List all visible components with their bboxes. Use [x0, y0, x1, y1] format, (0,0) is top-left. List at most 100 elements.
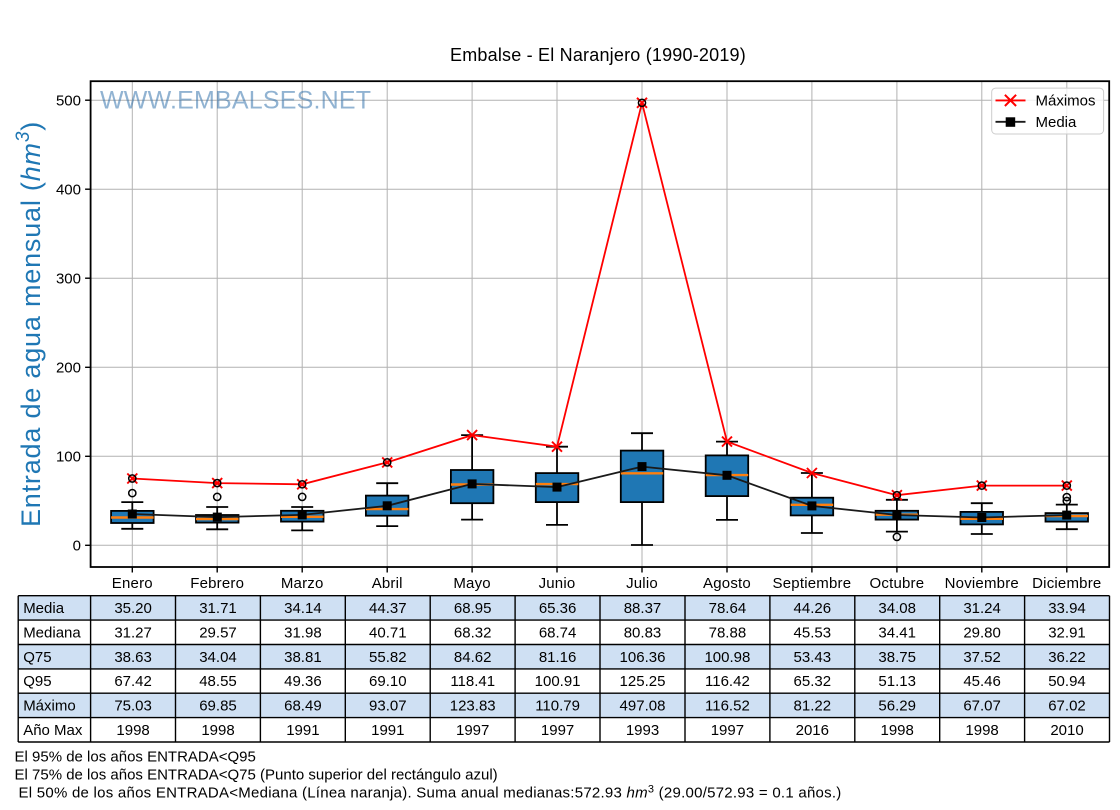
svg-text:2010: 2010 [1050, 722, 1083, 739]
svg-text:34.04: 34.04 [199, 649, 237, 666]
svg-text:Máximo: Máximo [23, 698, 76, 715]
svg-text:500: 500 [56, 93, 81, 110]
svg-text:116.52: 116.52 [705, 698, 750, 715]
svg-text:1998: 1998 [116, 722, 149, 739]
svg-text:Entrada de agua mensual (hm3): Entrada de agua mensual (hm3) [13, 121, 46, 527]
svg-text:Diciembre: Diciembre [1032, 575, 1101, 592]
svg-text:44.37: 44.37 [369, 600, 407, 617]
svg-text:1991: 1991 [286, 722, 319, 739]
svg-text:51.13: 51.13 [878, 673, 916, 690]
svg-text:300: 300 [56, 271, 81, 288]
svg-text:118.41: 118.41 [450, 673, 495, 690]
svg-text:34.08: 34.08 [878, 600, 916, 617]
svg-text:1997: 1997 [711, 722, 744, 739]
svg-text:110.79: 110.79 [535, 698, 580, 715]
svg-text:Q75: Q75 [23, 649, 51, 666]
svg-text:68.74: 68.74 [539, 625, 577, 642]
svg-text:123.83: 123.83 [450, 698, 496, 715]
svg-text:1991: 1991 [371, 722, 404, 739]
svg-text:Febrero: Febrero [190, 575, 244, 592]
svg-text:Septiembre: Septiembre [773, 575, 852, 592]
svg-text:31.24: 31.24 [963, 600, 1001, 617]
svg-text:Mediana: Mediana [23, 625, 81, 642]
svg-text:38.81: 38.81 [284, 649, 322, 666]
svg-text:1998: 1998 [881, 722, 914, 739]
svg-text:78.88: 78.88 [709, 625, 747, 642]
svg-text:Junio: Junio [539, 575, 576, 592]
svg-text:106.36: 106.36 [620, 649, 666, 666]
svg-text:56.29: 56.29 [878, 698, 916, 715]
svg-text:Q95: Q95 [23, 673, 51, 690]
svg-text:Máximos: Máximos [1036, 93, 1096, 110]
svg-text:31.98: 31.98 [284, 625, 322, 642]
svg-text:Mayo: Mayo [453, 575, 490, 592]
svg-text:497.08: 497.08 [620, 698, 666, 715]
svg-text:100.98: 100.98 [704, 649, 750, 666]
svg-text:68.95: 68.95 [454, 600, 492, 617]
svg-text:Julio: Julio [626, 575, 658, 592]
svg-text:1997: 1997 [541, 722, 574, 739]
svg-text:49.36: 49.36 [284, 673, 322, 690]
svg-text:55.82: 55.82 [369, 649, 407, 666]
svg-text:El 50% de los años ENTRADA<Med: El 50% de los años ENTRADA<Mediana (Líne… [19, 784, 842, 802]
svg-text:44.26: 44.26 [794, 600, 832, 617]
svg-text:68.49: 68.49 [284, 698, 322, 715]
svg-text:38.63: 38.63 [114, 649, 152, 666]
svg-text:33.94: 33.94 [1048, 600, 1086, 617]
svg-text:67.07: 67.07 [963, 698, 1001, 715]
svg-text:78.64: 78.64 [709, 600, 747, 617]
svg-text:48.55: 48.55 [199, 673, 237, 690]
svg-text:El 95% de los años ENTRADA<Q95: El 95% de los años ENTRADA<Q95 [15, 749, 256, 766]
svg-text:32.91: 32.91 [1048, 625, 1086, 642]
svg-text:Octubre: Octubre [870, 575, 925, 592]
svg-text:34.41: 34.41 [878, 625, 916, 642]
svg-text:Noviembre: Noviembre [945, 575, 1019, 592]
svg-text:38.75: 38.75 [878, 649, 916, 666]
svg-text:WWW.EMBALSES.NET: WWW.EMBALSES.NET [100, 87, 371, 115]
svg-text:125.25: 125.25 [620, 673, 666, 690]
svg-text:36.22: 36.22 [1048, 649, 1086, 666]
svg-text:69.10: 69.10 [369, 673, 407, 690]
svg-text:69.85: 69.85 [199, 698, 237, 715]
svg-text:31.27: 31.27 [114, 625, 152, 642]
svg-text:Media: Media [23, 600, 65, 617]
svg-text:40.71: 40.71 [369, 625, 407, 642]
svg-text:1993: 1993 [626, 722, 659, 739]
svg-text:100: 100 [56, 449, 81, 466]
svg-text:29.80: 29.80 [963, 625, 1001, 642]
svg-text:93.07: 93.07 [369, 698, 407, 715]
svg-text:53.43: 53.43 [794, 649, 832, 666]
svg-text:Año Max: Año Max [23, 722, 83, 739]
svg-text:84.62: 84.62 [454, 649, 492, 666]
svg-text:45.53: 45.53 [794, 625, 832, 642]
svg-text:65.32: 65.32 [794, 673, 832, 690]
svg-text:29.57: 29.57 [199, 625, 237, 642]
svg-text:45.46: 45.46 [963, 673, 1001, 690]
svg-text:Agosto: Agosto [703, 575, 751, 592]
svg-text:Abril: Abril [372, 575, 403, 592]
svg-text:34.14: 34.14 [284, 600, 322, 617]
svg-text:67.02: 67.02 [1048, 698, 1086, 715]
svg-text:65.36: 65.36 [539, 600, 577, 617]
svg-text:68.32: 68.32 [454, 625, 492, 642]
svg-text:67.42: 67.42 [114, 673, 152, 690]
svg-text:88.37: 88.37 [624, 600, 662, 617]
svg-text:0: 0 [73, 538, 81, 555]
svg-text:50.94: 50.94 [1048, 673, 1086, 690]
svg-text:1997: 1997 [456, 722, 489, 739]
svg-text:Media: Media [1036, 114, 1078, 131]
svg-text:80.83: 80.83 [624, 625, 662, 642]
svg-text:81.22: 81.22 [794, 698, 832, 715]
svg-text:116.42: 116.42 [705, 673, 750, 690]
svg-text:100.91: 100.91 [535, 673, 581, 690]
svg-text:81.16: 81.16 [539, 649, 577, 666]
svg-text:35.20: 35.20 [114, 600, 152, 617]
svg-text:Enero: Enero [112, 575, 153, 592]
svg-text:1998: 1998 [965, 722, 998, 739]
svg-text:31.71: 31.71 [199, 600, 237, 617]
svg-text:400: 400 [56, 182, 81, 199]
svg-text:Embalse - El Naranjero (1990-2: Embalse - El Naranjero (1990-2019) [450, 45, 746, 65]
svg-text:1998: 1998 [201, 722, 234, 739]
svg-text:Marzo: Marzo [281, 575, 324, 592]
svg-text:200: 200 [56, 360, 81, 377]
